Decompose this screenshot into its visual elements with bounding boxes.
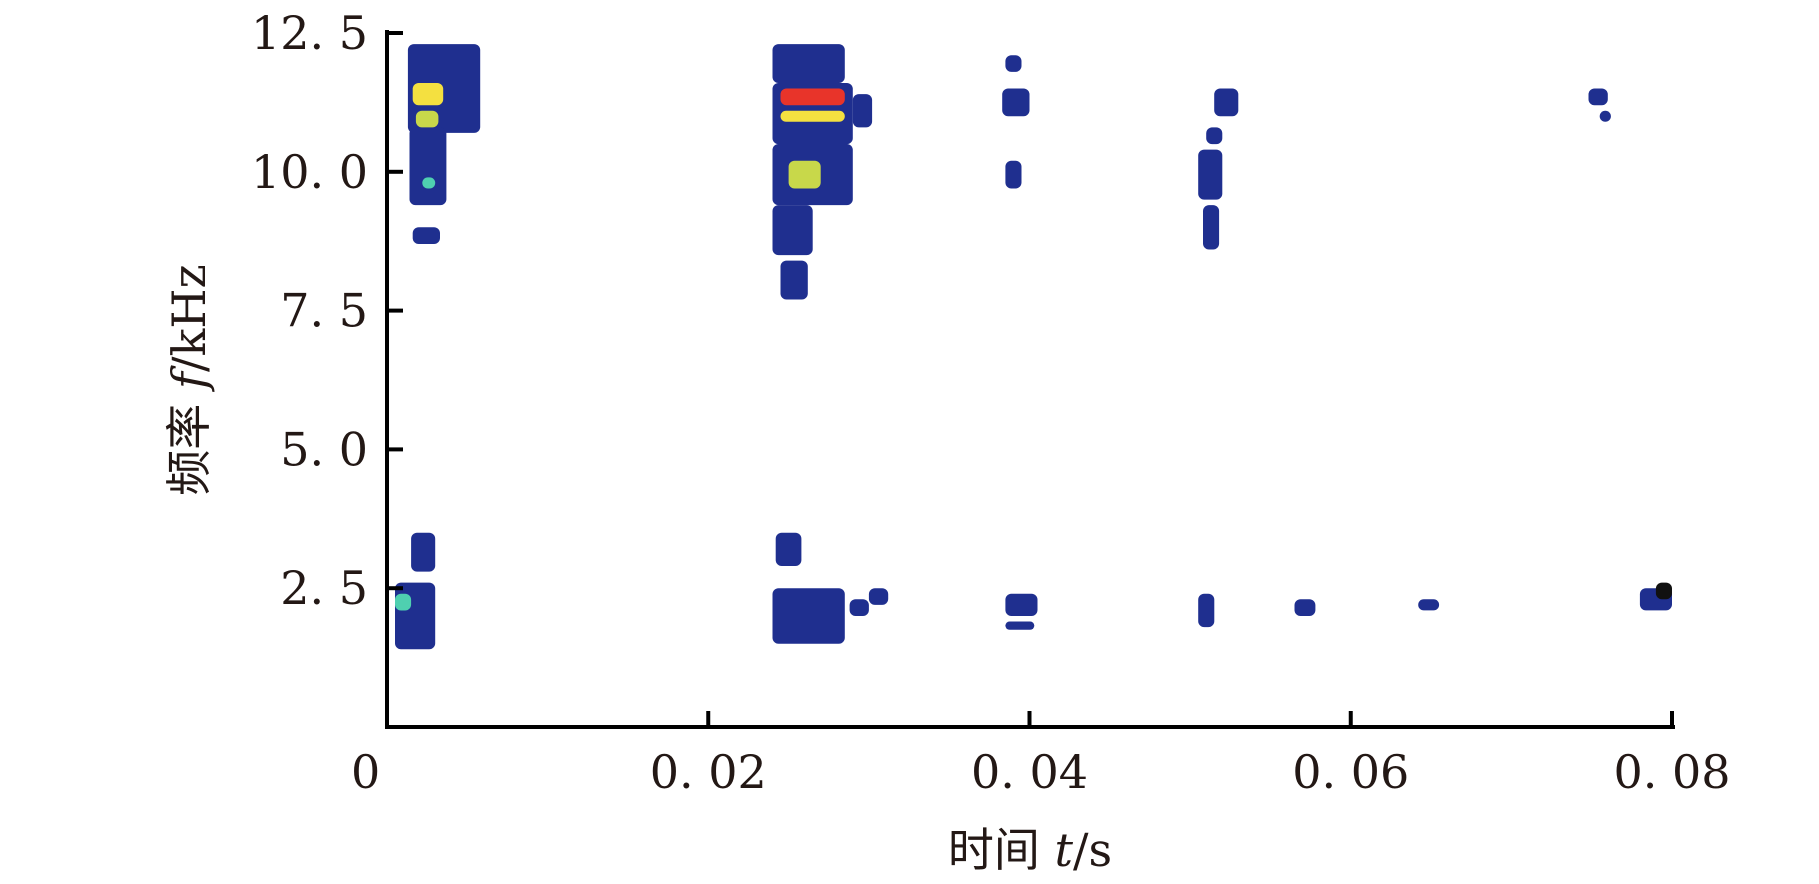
y-tick-label: 2. 5: [280, 561, 368, 615]
x-tick-label: 0. 02: [650, 745, 767, 799]
heat-blob-1: [409, 127, 447, 206]
y-tick-label: 12. 5: [251, 6, 368, 60]
heat-blob-6: [772, 44, 845, 83]
heat-blob-11: [788, 160, 821, 189]
heat-blob-2: [412, 227, 440, 244]
heat-blob-23: [1599, 110, 1611, 122]
heat-blob-18: [1198, 149, 1223, 200]
heat-blob-16: [1002, 88, 1030, 117]
heat-blob-32: [1005, 621, 1035, 630]
heat-blob-33: [1198, 593, 1215, 628]
x-axis-label: 时间 t/s: [948, 823, 1112, 877]
x-tick-label: 0. 04: [971, 745, 1088, 799]
heat-blob-20: [1206, 127, 1223, 145]
x-tick-label: 0: [351, 745, 380, 799]
y-tick-label: 7. 5: [280, 284, 368, 338]
y-tick-label: 10. 0: [251, 145, 368, 199]
heat-blob-5: [422, 177, 436, 189]
heat-blob-21: [1214, 88, 1239, 117]
heat-blob-37: [1655, 582, 1672, 600]
x-ticks: 0 0. 02 0. 04 0. 06 0. 08: [351, 711, 1731, 799]
heat-blob-34: [1294, 599, 1316, 616]
heat-blob-27: [775, 532, 802, 566]
heat-blob-35: [1418, 599, 1440, 611]
heat-blob-17: [1005, 160, 1022, 189]
heat-blob-30: [868, 588, 889, 605]
y-axis-label: 频率 f/kHz: [162, 264, 216, 495]
heat-blob-15: [1005, 55, 1022, 72]
heat-blob-31: [1005, 593, 1038, 616]
heat-blob-29: [849, 599, 869, 616]
heat-blob-26: [395, 593, 412, 611]
heat-blob-25: [395, 582, 436, 650]
y-tick-label: 5. 0: [280, 422, 368, 476]
heat-blob-3: [412, 83, 444, 106]
heat-blob-22: [1588, 88, 1608, 106]
heat-blob-14: [852, 94, 873, 128]
x-tick-label: 0. 06: [1292, 745, 1409, 799]
heat-blob-13: [780, 260, 808, 300]
heat-blob-8: [780, 88, 845, 106]
heat-blob-24: [411, 532, 436, 572]
heat-blob-28: [772, 588, 845, 644]
heat-blob-12: [772, 205, 813, 256]
plot-area: [395, 44, 1672, 650]
heat-blob-9: [780, 110, 845, 122]
y-ticks: 2. 5 5. 0 7. 5 10. 0 12. 5: [251, 6, 403, 615]
heat-blob-19: [1203, 205, 1220, 250]
heat-blob-4: [415, 110, 439, 128]
x-tick-label: 0. 08: [1613, 745, 1730, 799]
